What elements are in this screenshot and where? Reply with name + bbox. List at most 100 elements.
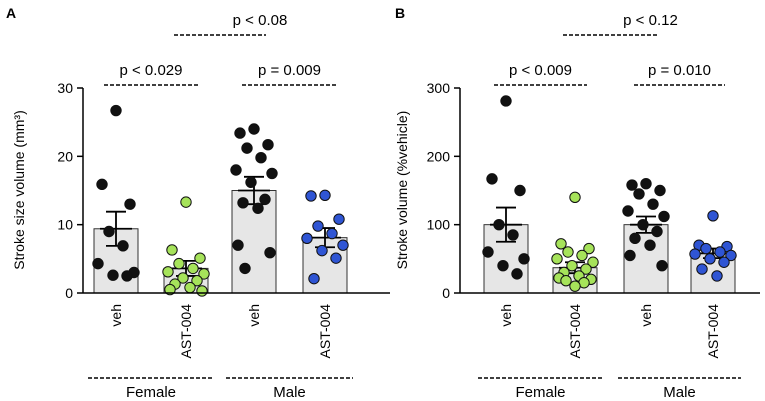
- data-point: [658, 210, 670, 223]
- data-point: [704, 253, 716, 265]
- data-point: [700, 242, 712, 255]
- data-point: [255, 152, 267, 164]
- data-point: [622, 205, 634, 217]
- p-value-label: p = 0.010: [648, 62, 711, 79]
- p-value-label: p < 0.029: [120, 62, 183, 79]
- data-point: [330, 252, 342, 264]
- data-point: [626, 179, 638, 191]
- group-label-female: Female: [515, 384, 565, 401]
- data-point: [230, 164, 242, 176]
- data-point: [187, 262, 199, 275]
- data-point: [319, 189, 331, 201]
- data-point: [252, 202, 264, 214]
- x-category-label: AST-004: [317, 304, 333, 359]
- y-axis-a: [82, 88, 390, 294]
- data-point: [647, 198, 659, 210]
- data-point: [569, 280, 581, 292]
- data-point: [262, 139, 274, 151]
- data-point: [514, 184, 526, 197]
- data-point: [107, 269, 119, 281]
- data-point: [511, 268, 523, 280]
- panel-letter-b: B: [395, 5, 405, 21]
- y-tick-label: 100: [427, 217, 451, 233]
- y-tick-label: 30: [57, 80, 73, 96]
- data-point: [245, 176, 257, 189]
- data-point: [555, 238, 567, 250]
- data-point: [194, 252, 206, 264]
- significance-brackets-b: p < 0.009 p = 0.010 p < 0.12: [494, 12, 725, 86]
- data-point: [117, 240, 129, 252]
- data-point: [184, 281, 196, 294]
- group-labels-a: Female Male: [88, 377, 353, 401]
- data-point: [587, 256, 599, 268]
- data-point: [707, 210, 719, 222]
- data-point: [166, 244, 178, 256]
- data-point: [725, 249, 737, 262]
- data-point: [259, 193, 271, 206]
- data-point: [191, 275, 203, 287]
- data-point: [266, 167, 278, 180]
- data-point: [326, 227, 338, 240]
- data-point: [308, 272, 320, 285]
- data-point: [241, 142, 253, 154]
- y-tick-label: 20: [57, 148, 73, 164]
- data-point: [689, 248, 701, 260]
- y-tick-label: 200: [427, 148, 451, 164]
- data-point: [696, 263, 708, 275]
- y-axis-b: [459, 88, 760, 294]
- x-category-label: veh: [246, 304, 262, 327]
- data-point: [301, 232, 313, 245]
- x-category-label: AST-004: [567, 304, 583, 359]
- data-point: [714, 246, 726, 258]
- p-value-label: p = 0.009: [258, 62, 321, 79]
- data-point: [92, 257, 104, 270]
- data-point: [566, 259, 578, 272]
- data-point: [124, 198, 136, 210]
- data-point: [239, 262, 251, 275]
- data-point: [121, 270, 133, 282]
- data-point: [656, 259, 668, 272]
- data-point: [493, 218, 505, 231]
- x-category-label: AST-004: [705, 304, 721, 359]
- data-point: [198, 268, 210, 280]
- data-point: [562, 246, 574, 258]
- y-tick-label: 10: [57, 217, 73, 233]
- panel-b: B 0 100 200 300 Stroke volume (%vehicle) ve…: [394, 5, 760, 401]
- panel-a: A 0 10 20 30 Stroke size volume (mm³) veh AS…: [6, 5, 390, 401]
- data-point: [507, 229, 519, 241]
- points-a: [92, 104, 349, 297]
- data-point: [560, 275, 572, 287]
- y-axis-label-a: Stroke size volume (mm³): [11, 110, 27, 269]
- data-point: [305, 190, 317, 202]
- group-label-male: Male: [663, 384, 696, 401]
- data-point: [237, 197, 249, 209]
- data-point: [629, 232, 641, 245]
- x-labels-a: veh AST-004 veh AST-004: [108, 304, 333, 359]
- data-point: [486, 173, 498, 185]
- group-label-male: Male: [273, 384, 306, 401]
- data-point: [633, 188, 645, 200]
- x-category-label: veh: [498, 304, 514, 327]
- data-point: [718, 256, 730, 268]
- data-point: [651, 225, 663, 238]
- data-point: [162, 266, 174, 278]
- y-tick-label: 300: [427, 80, 451, 96]
- x-category-label: AST-004: [178, 304, 194, 359]
- x-labels-b: veh AST-004 veh AST-004: [498, 304, 721, 359]
- x-category-label: veh: [108, 304, 124, 327]
- p-value-label: p < 0.12: [623, 12, 678, 29]
- data-point: [583, 242, 595, 255]
- x-category-label: veh: [638, 304, 654, 327]
- data-point: [497, 259, 509, 272]
- data-point: [180, 196, 192, 208]
- data-point: [312, 220, 324, 232]
- data-point: [164, 283, 176, 296]
- data-point: [264, 246, 276, 259]
- y-tick-label: 0: [442, 285, 450, 301]
- data-point: [96, 178, 108, 191]
- significance-brackets-a: p < 0.029 p = 0.009 p < 0.08: [104, 12, 337, 86]
- group-label-female: Female: [126, 384, 176, 401]
- data-point: [232, 239, 244, 251]
- data-point: [711, 270, 723, 282]
